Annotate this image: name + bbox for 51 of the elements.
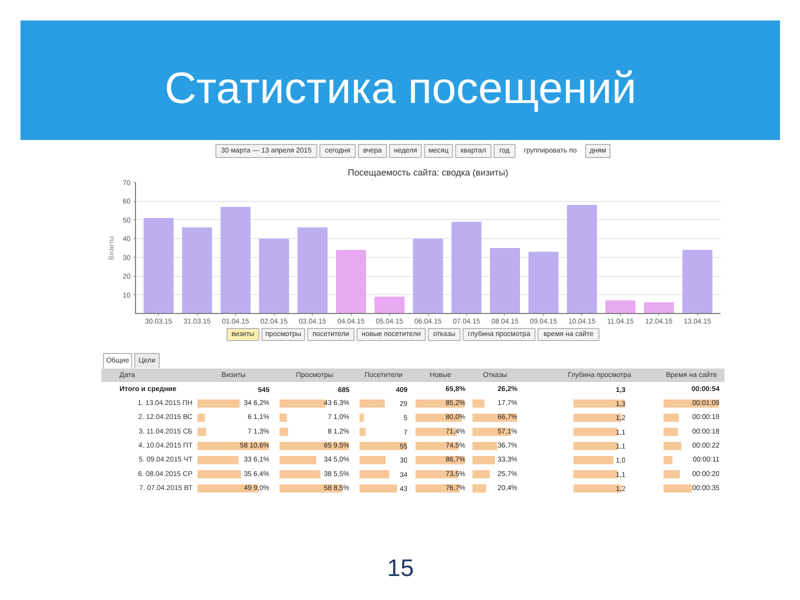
bar (198, 399, 240, 408)
text: 15 (387, 555, 414, 582)
bar (472, 484, 486, 493)
bar (360, 442, 407, 450)
bar (664, 456, 672, 464)
bar (280, 414, 288, 422)
bar (280, 456, 316, 464)
bar (574, 428, 618, 436)
chart-subtitle: Посещаемость сайта: сводка (визиты) (348, 168, 508, 178)
bar (682, 250, 712, 314)
bar (664, 414, 679, 422)
bar (490, 248, 520, 314)
bar (360, 414, 364, 422)
bar (360, 484, 398, 493)
bar (574, 470, 618, 478)
bar (605, 300, 636, 314)
bar (280, 470, 320, 478)
bar (528, 252, 558, 314)
bar (374, 296, 405, 314)
bar (472, 442, 498, 450)
bar (360, 428, 366, 436)
bar (664, 442, 682, 450)
bar (360, 399, 385, 408)
bar (280, 399, 326, 408)
bar (664, 428, 678, 436)
bar (472, 456, 495, 464)
bar (412, 238, 444, 314)
bar (664, 484, 692, 493)
bar (182, 227, 212, 314)
chart-title: Статистика посещений (164, 64, 636, 113)
bar (144, 218, 174, 314)
bar (198, 414, 205, 422)
bar (472, 399, 484, 408)
bar (280, 428, 288, 436)
bar (664, 470, 680, 478)
bar (198, 456, 238, 464)
bar (574, 442, 618, 450)
bar (566, 204, 597, 314)
bar (198, 470, 241, 478)
bar (360, 456, 386, 464)
bar (574, 399, 625, 408)
bar (574, 456, 614, 464)
bar (451, 222, 482, 314)
bar (360, 470, 390, 478)
bar (336, 250, 366, 314)
bar (644, 302, 674, 314)
bar (198, 428, 206, 436)
bar (220, 206, 251, 314)
bar (259, 238, 290, 314)
bar (298, 227, 328, 314)
bar (472, 470, 490, 478)
